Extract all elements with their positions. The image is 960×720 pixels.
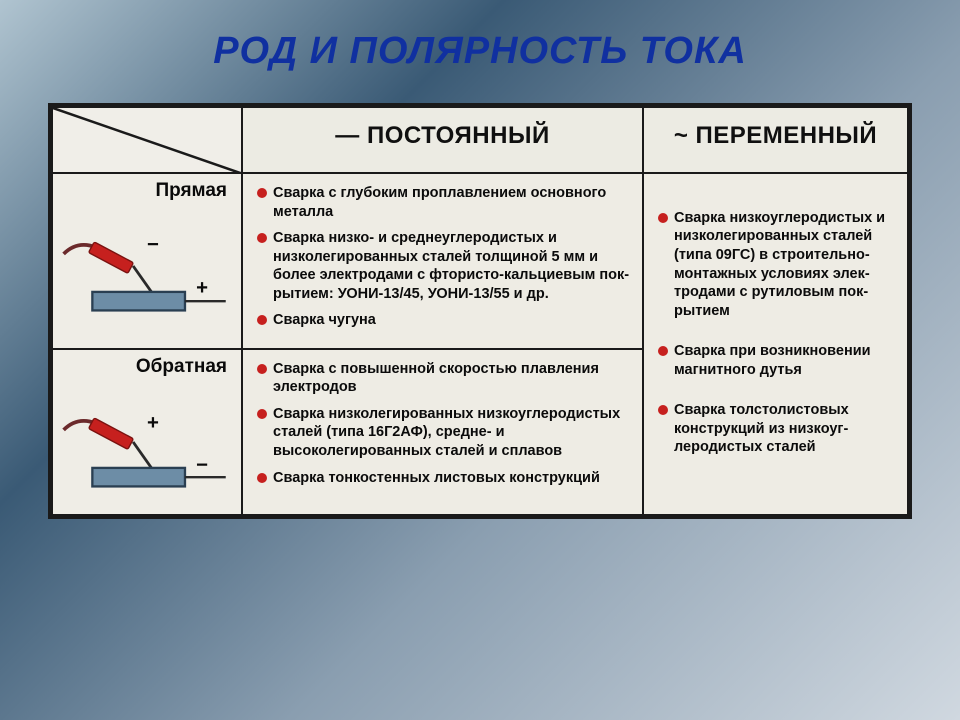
ac-cell: Сварка низкоуглеродистых и низколегирова… <box>643 173 908 515</box>
list-item: Сварка низколегированных низко­углеродис… <box>255 405 630 461</box>
list-item: Сварка тонкостенных листовых конструкций <box>255 469 630 488</box>
row-label-direct: Прямая <box>59 180 235 202</box>
row-label-reverse: Обратная <box>59 356 235 378</box>
diagonal-header-cell <box>52 107 242 173</box>
dc-reverse-list: Сварка с повышенной скоростью плавления … <box>255 360 630 487</box>
column-header-ac: ~ ПЕРЕМЕННЫЙ <box>643 107 908 173</box>
comparison-table: — ПОСТОЯННЫЙ ~ ПЕРЕМЕННЫЙ Прямая − + Сва… <box>48 103 912 519</box>
list-item: Сварка чугуна <box>255 311 630 330</box>
work-sign-direct: + <box>196 277 208 299</box>
work-sign-reverse: − <box>196 454 208 476</box>
electrode-sign-direct: − <box>147 234 159 256</box>
ac-list: Сварка низкоуглеродистых и низколегирова… <box>656 209 895 457</box>
schematic-direct-polarity: − + <box>59 208 235 323</box>
page-title: РОД И ПОЛЯРНОСТЬ ТОКА <box>0 0 960 93</box>
electrode-sign-reverse: + <box>147 412 159 434</box>
list-item: Сварка с глубоким проплавлением основног… <box>255 184 630 221</box>
schematic-reverse-polarity: + − <box>59 384 235 499</box>
list-item: Сварка низкоуглеродистых и низколегирова… <box>656 209 895 320</box>
list-item: Сварка при возникновении магнитного дуть… <box>656 342 895 379</box>
row-cell-reverse: Обратная + − <box>52 349 242 515</box>
column-header-dc: — ПОСТОЯННЫЙ <box>242 107 643 173</box>
list-item: Сварка толстолистовых конструкций из низ… <box>656 401 895 457</box>
dc-direct-list: Сварка с глубоким проплавлением основног… <box>255 184 630 330</box>
row-cell-direct: Прямая − + <box>52 173 242 349</box>
list-item: Сварка низко- и среднеуглероди­стых и ни… <box>255 229 630 303</box>
dc-direct-cell: Сварка с глубоким проплавлением основног… <box>242 173 643 349</box>
list-item: Сварка с повышенной скоростью плавления … <box>255 360 630 397</box>
dc-reverse-cell: Сварка с повышенной скоростью плавления … <box>242 349 643 515</box>
